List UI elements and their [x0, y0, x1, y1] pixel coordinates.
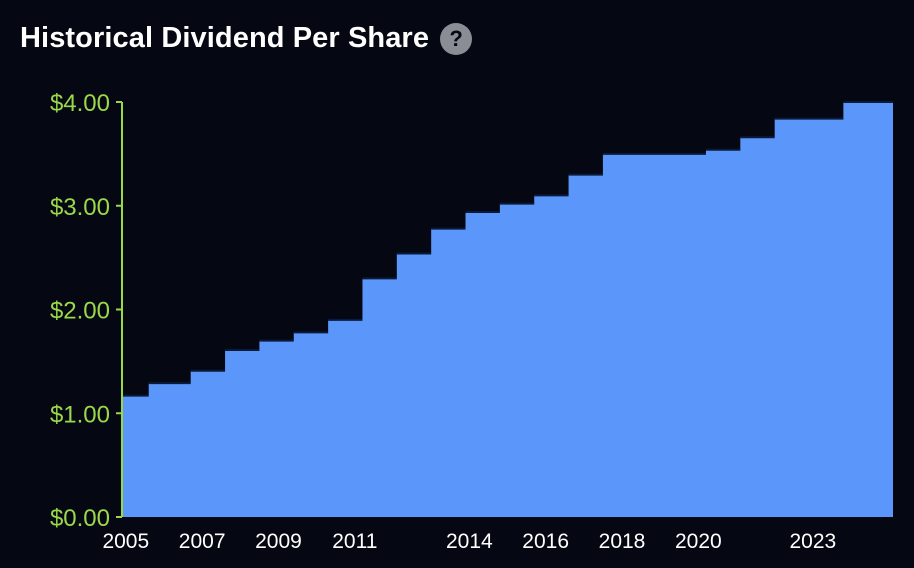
- x-tick-label: 2018: [599, 530, 646, 553]
- x-tick-label: 2005: [102, 530, 149, 553]
- x-axis: 2005 2007 2009 2011 2014 2016 2018 2020 2023: [102, 530, 836, 553]
- y-axis: $0.00 $1.00 $2.00 $3.00 $4.00: [50, 90, 123, 532]
- y-tick-label: $4.00: [50, 90, 110, 117]
- x-tick-label: 2011: [332, 530, 377, 553]
- y-tick-label: $2.00: [50, 298, 110, 325]
- dividend-area: [122, 102, 893, 517]
- x-tick-label: 2007: [179, 530, 226, 553]
- y-tick-label: $1.00: [50, 401, 110, 428]
- chart-header: Historical Dividend Per Share ?: [20, 22, 473, 55]
- help-icon[interactable]: ?: [440, 22, 473, 55]
- area-layer: [122, 101, 893, 517]
- y-tick-label: $3.00: [50, 194, 110, 221]
- chart-title: Historical Dividend Per Share: [20, 22, 430, 54]
- x-tick-label: 2016: [522, 530, 569, 553]
- x-tick-label: 2020: [675, 530, 722, 553]
- x-tick-label: 2014: [446, 530, 493, 553]
- x-tick-label: 2023: [789, 530, 836, 553]
- x-tick-label: 2009: [255, 530, 302, 553]
- y-tick-label: $0.00: [50, 505, 110, 532]
